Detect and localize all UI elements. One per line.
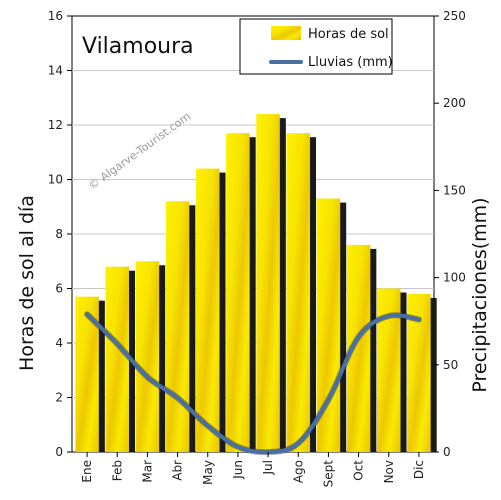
x-tick-label: Nov (382, 460, 396, 483)
x-tick-label: May (201, 460, 215, 485)
bar (165, 201, 190, 452)
legend-swatch-sunshine (271, 26, 301, 40)
y-axis-left-title: Horas de sol al día (16, 195, 38, 371)
bar (195, 168, 220, 452)
x-tick-label: Jun (231, 460, 245, 480)
bar (256, 114, 280, 452)
sunshine-bars (75, 114, 437, 453)
y-left-tick-label: 2 (55, 391, 63, 405)
x-tick-label: Sept (321, 460, 335, 488)
y-right-tick-label: 0 (443, 445, 451, 459)
x-tick-label: Dic (412, 460, 426, 479)
x-tick-label: Oct (352, 460, 366, 481)
bar (286, 133, 311, 453)
legend-box (239, 18, 393, 75)
x-tick-label: Jul (261, 460, 275, 475)
chart-title: Vilamoura (82, 34, 194, 59)
y-left-tick-label: 4 (55, 336, 63, 350)
x-tick-label: Ago (291, 460, 305, 483)
y-left-tick-label: 0 (55, 445, 63, 459)
y-left-tick-label: 12 (48, 118, 63, 132)
y-right-tick-label: 50 (443, 358, 458, 372)
y-right-tick-label: 100 (443, 271, 466, 285)
axis-ticks: 0 2 4 6 8 10 12 14 16 0 50 100 150 200 250 Ene Feb Mar Abr… (48, 9, 466, 487)
legend: Horas de sol Lluvias (mm) (239, 18, 393, 75)
x-tick-label: Abr (171, 460, 185, 481)
bar (407, 293, 431, 452)
bar (346, 244, 371, 452)
x-tick-label: Ene (80, 460, 94, 483)
bar (226, 133, 250, 453)
y-left-tick-label: 6 (55, 282, 63, 296)
legend-label-rainfall: Lluvias (mm) (308, 55, 393, 70)
y-right-tick-label: 250 (443, 9, 466, 23)
bar (105, 266, 130, 452)
y-right-tick-label: 150 (443, 183, 466, 197)
y-axis-right-title: Precipitaciones(mm) (469, 197, 491, 392)
y-left-tick-label: 16 (48, 9, 63, 23)
y-left-tick-label: 14 (48, 64, 63, 78)
y-left-tick-label: 8 (55, 227, 63, 241)
bar (75, 296, 99, 452)
x-tick-label: Feb (110, 460, 124, 481)
y-right-tick-label: 200 (443, 96, 466, 110)
rainfall-line (85, 312, 421, 455)
legend-label-sunshine: Horas de sol (308, 27, 389, 42)
bar (376, 288, 401, 452)
rainfall-line-layer (84, 311, 422, 456)
bar (135, 261, 160, 452)
x-tick-label: Mar (140, 460, 154, 483)
y-left-tick-label: 10 (48, 173, 63, 187)
